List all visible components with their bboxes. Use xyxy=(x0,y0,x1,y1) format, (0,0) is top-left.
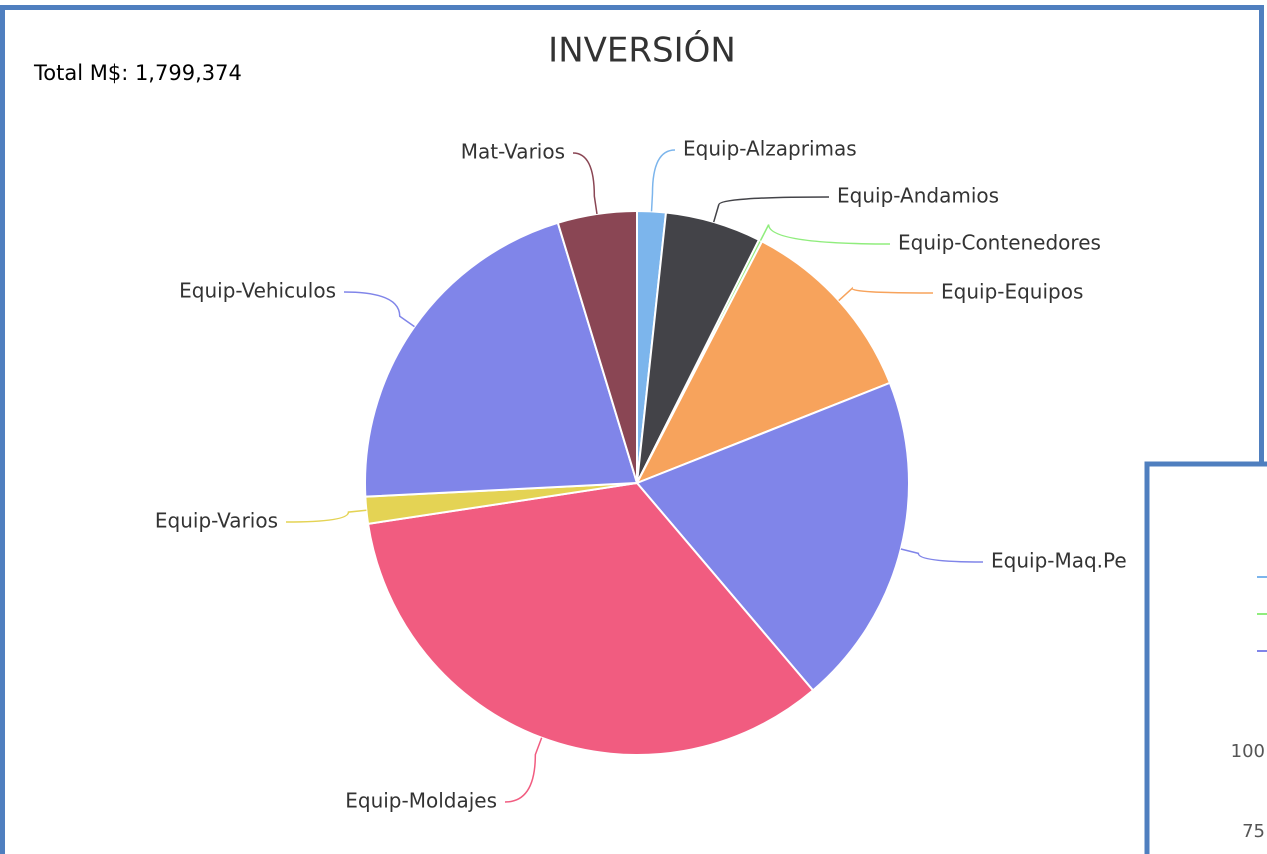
chart-title: INVERSIÓN xyxy=(548,30,736,71)
slice-label: Equip-Andamios xyxy=(837,184,999,208)
total-label: Total M$: 1,799,374 xyxy=(33,61,242,85)
slice-label: Mat-Varios xyxy=(461,140,565,164)
connector xyxy=(650,149,676,212)
connector xyxy=(712,196,830,223)
slice-label: Equip-Vehiculos xyxy=(179,279,336,303)
slice-label: Equip-Equipos xyxy=(941,280,1083,304)
partial-chart: 100 75 xyxy=(1144,461,1267,854)
pie-slice xyxy=(635,381,910,692)
connector xyxy=(285,509,367,523)
y-tick-label: 100 xyxy=(1231,741,1265,762)
connector xyxy=(343,291,415,328)
pie-slice xyxy=(366,481,815,756)
y-tick-label: 75 xyxy=(1242,821,1265,842)
partial-chart-frame xyxy=(1144,461,1267,854)
connector xyxy=(900,548,984,563)
slice-label: Equip-Moldajes xyxy=(345,789,497,813)
slice-label: Equip-Varios xyxy=(155,509,278,533)
connector xyxy=(572,152,598,215)
connector xyxy=(759,224,891,245)
pie-slice xyxy=(364,221,639,498)
pie: Equip-Alzaprimas Equip-Andamios Equip-Cont… xyxy=(155,137,1127,813)
connector xyxy=(504,737,543,803)
connector xyxy=(838,286,934,302)
pie-slice xyxy=(634,240,892,485)
slice-label: Equip-Maq.Pe xyxy=(991,549,1127,573)
slice-label: Equip-Alzaprimas xyxy=(683,137,857,161)
slice-label: Equip-Contenedores xyxy=(898,231,1101,255)
